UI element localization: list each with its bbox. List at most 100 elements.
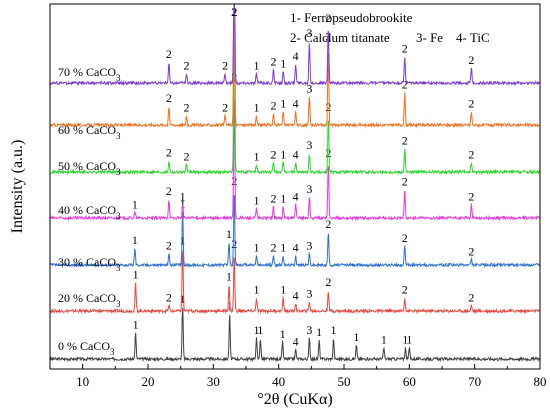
peak-label: 1 [253, 59, 259, 73]
series-label: 70 % CaCO3 [58, 65, 121, 83]
series-label: 20 % CaCO3 [58, 291, 121, 309]
peak-label: 4 [293, 190, 299, 204]
x-tick-label: 10 [76, 374, 89, 389]
peak-label: 2 [270, 99, 276, 113]
peak-label: 3 [306, 287, 312, 301]
peak-label: 1 [133, 317, 139, 331]
peak-label: 2 [325, 11, 331, 25]
peak-label: 1 [253, 283, 259, 297]
peak-label: 3 [306, 138, 312, 152]
peak-label: 1 [381, 333, 387, 347]
peak-label: 2 [325, 146, 331, 160]
peak-label: 4 [293, 148, 299, 162]
legend-entry-fe: 3- Fe [416, 30, 443, 45]
peak-label: 2 [402, 283, 408, 297]
peak-label: 4 [293, 288, 299, 302]
peak-label: 2 [231, 174, 237, 188]
peak-label: 2 [166, 91, 172, 105]
series-label: 0 % CaCO3 [58, 339, 115, 357]
peak-label: 1 [180, 233, 186, 247]
peak-label: 1 [226, 269, 232, 283]
peak-label: 2 [402, 175, 408, 189]
x-axis-title: °2θ (CuKα) [257, 391, 332, 408]
peak-label: 2 [402, 133, 408, 147]
peak-label: 2 [166, 184, 172, 198]
series-line-1 [49, 250, 540, 315]
peak-label: 1 [253, 149, 259, 163]
peak-label: 1 [253, 241, 259, 255]
peak-label: 2 [468, 97, 474, 111]
series-label: 60 % CaCO3 [58, 123, 121, 141]
peak-label: 2 [231, 237, 237, 251]
peak-label: 1 [316, 325, 322, 339]
x-axis: 10 20 30 40 50 60 70 80 [49, 364, 547, 389]
x-tick-label: 20 [142, 374, 155, 389]
peak-label: 2 [402, 78, 408, 92]
legend-entry-ferropseudobrookite: 1- Ferropseudobrookite [290, 10, 413, 25]
peak-label: 2 [325, 100, 331, 114]
peak-label: 1 [280, 283, 286, 297]
peak-label: 2 [402, 41, 408, 55]
peak-label: 1 [280, 241, 286, 255]
peak-label: 1 [133, 268, 139, 282]
peak-label: 1 [257, 323, 263, 337]
peak-label: 2 [468, 148, 474, 162]
peak-label: 4 [293, 49, 299, 63]
peak-label: 1 [280, 192, 286, 206]
legend-entry-tic: 4- TiC [456, 30, 490, 45]
series-line-0 [49, 307, 541, 363]
peak-label: 1 [280, 97, 286, 111]
peak-label: 1 [253, 194, 259, 208]
peak-label: 1 [353, 330, 359, 344]
x-tick-label: 50 [338, 374, 351, 389]
x-tick-label: 30 [207, 374, 220, 389]
peak-label: 3 [306, 239, 312, 253]
legend-entry-calcium-titanate: 2- Calcium titanate [290, 30, 390, 45]
peak-label: 1 [226, 227, 232, 241]
peak-label: 1 [402, 333, 408, 347]
peak-label: 2 [166, 146, 172, 160]
peak-label: 2 [270, 241, 276, 255]
peak-label: 2 [231, 5, 237, 19]
peak-label: 2 [468, 53, 474, 67]
peak-label: 3 [306, 182, 312, 196]
peak-label: 1 [180, 197, 186, 211]
x-tick-label: 70 [468, 374, 481, 389]
peak-label: 2 [222, 59, 228, 73]
peak-label: 1 [406, 333, 412, 347]
plot-frame [49, 3, 541, 370]
peak-label: 2 [270, 55, 276, 69]
peak-label: 2 [166, 47, 172, 61]
x-tick-label: 60 [403, 374, 416, 389]
peak-label: 3 [306, 323, 312, 337]
peak-label: 2 [270, 192, 276, 206]
series-line-2 [49, 194, 541, 269]
peak-label: 3 [306, 26, 312, 40]
peak-label: 1 [253, 323, 259, 337]
peak-label: 2 [231, 70, 237, 84]
series-label: 50 % CaCO3 [58, 159, 121, 177]
peak-label: 2 [468, 190, 474, 204]
peak-label: 4 [293, 241, 299, 255]
peak-label: 3 [306, 82, 312, 96]
series-line-4 [50, 26, 541, 176]
peak-label: 2 [166, 239, 172, 253]
peak-label: 1 [180, 190, 186, 204]
peak-label: 2 [325, 275, 331, 289]
peak-label: 2 [270, 148, 276, 162]
peak-label: 4 [293, 335, 299, 349]
y-axis-title: Intensity (a.u.) [9, 140, 26, 234]
peak-label: 2 [184, 149, 190, 163]
peak-label: 2 [222, 101, 228, 115]
peak-label: 2 [402, 231, 408, 245]
peak-label: 4 [293, 97, 299, 111]
series-line-5 [49, 4, 540, 129]
peak-label: 1 [253, 101, 259, 115]
peak-label: 1 [132, 197, 138, 211]
peak-label: 1 [331, 323, 337, 337]
peak-label: 1 [280, 148, 286, 162]
series-label: 30 % CaCO3 [58, 255, 121, 273]
peak-label: 1 [132, 233, 138, 247]
peak-label: 2 [184, 59, 190, 73]
